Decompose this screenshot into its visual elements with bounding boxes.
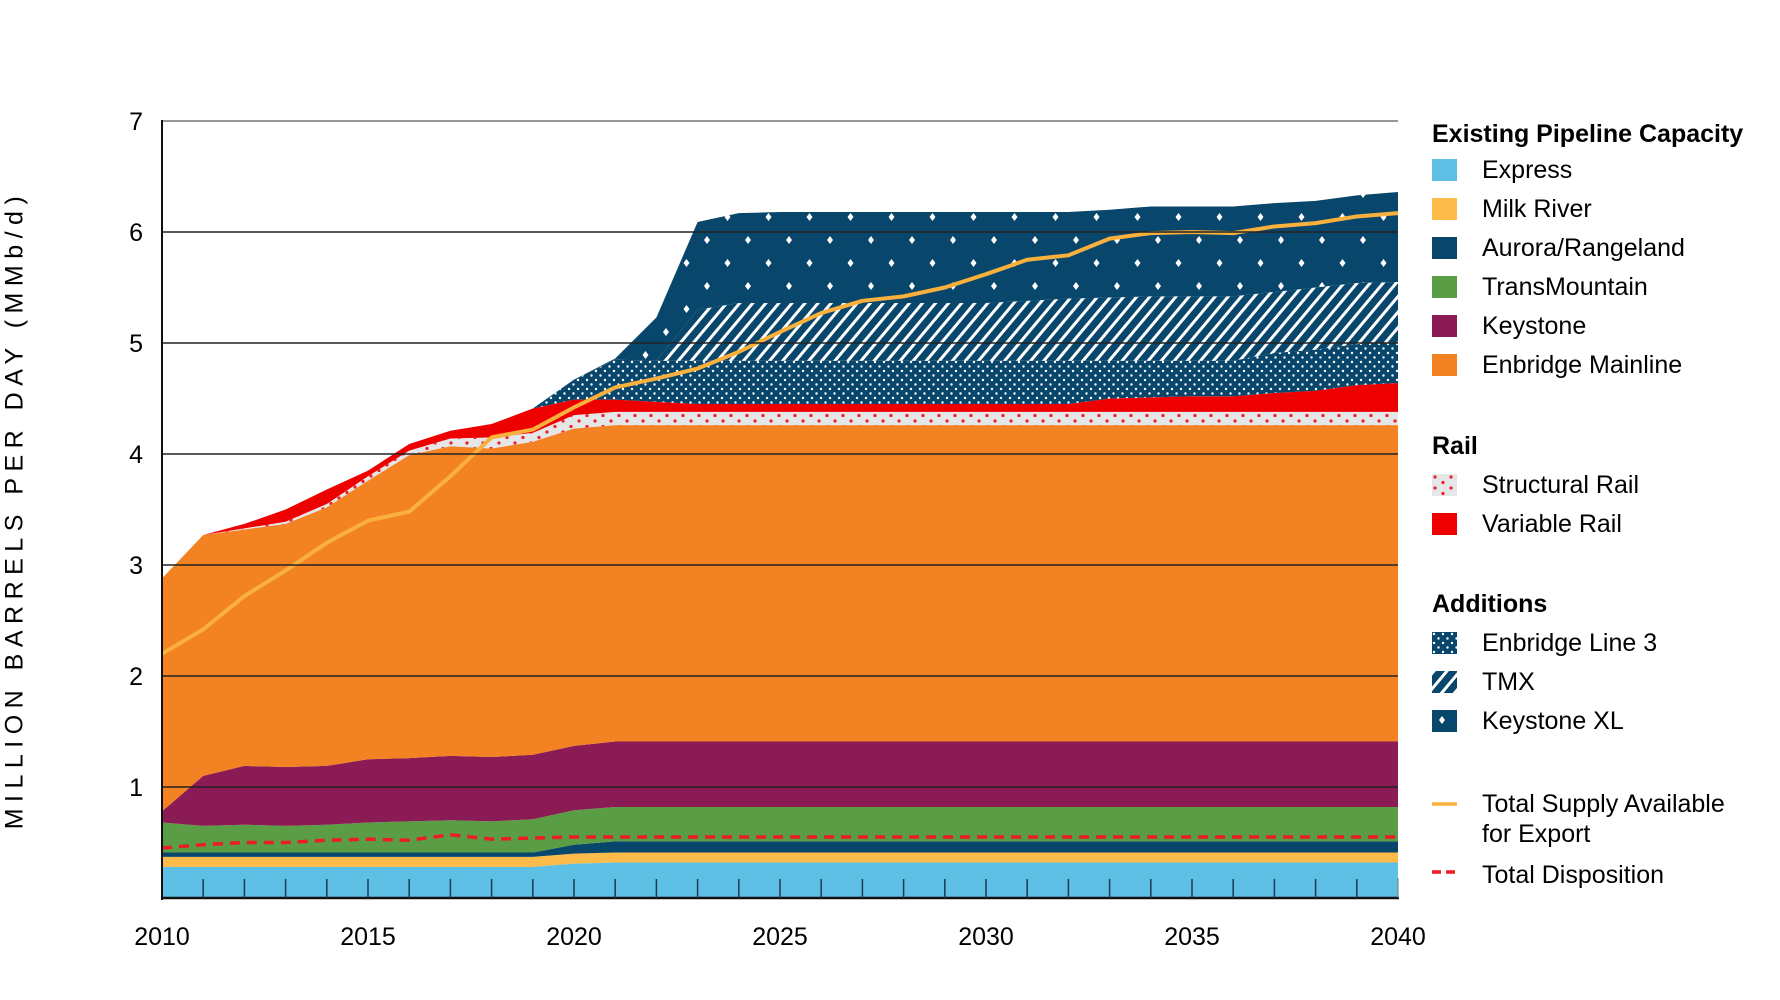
legend-label: Variable Rail [1482, 509, 1622, 538]
legend-group-title: Rail [1432, 432, 1478, 460]
legend-label: Structural Rail [1482, 470, 1639, 499]
area-enbridge-mainline [162, 425, 1398, 812]
axes [161, 120, 1399, 900]
y-tick-label: 6 [129, 219, 143, 247]
legend-swatch [1432, 159, 1457, 181]
legend-swatch [1432, 632, 1457, 654]
legend-item-enbridge-mainline: Enbridge Mainline [1432, 350, 1682, 380]
legend-label: Milk River [1482, 194, 1592, 223]
legend-swatch [1432, 710, 1457, 732]
legend-group-title: Existing Pipeline Capacity [1432, 120, 1744, 148]
y-tick-label: 4 [129, 441, 143, 469]
area-enbridge-line-3 [162, 341, 1398, 579]
legend-swatch [1432, 671, 1457, 693]
legend-label: Keystone XL [1482, 706, 1624, 735]
x-tick-label: 2040 [1370, 923, 1426, 951]
area-series [162, 192, 1398, 898]
y-tick-label: 1 [129, 774, 143, 802]
tick-labels: 2010 2015 2020 2025 2030 2035 2040 1 2 3 4 5 6 7 [129, 108, 1426, 951]
legend-item-keystone: Keystone [1432, 311, 1586, 341]
x-tick-label: 2035 [1164, 923, 1220, 951]
legend-line-swatch [1432, 857, 1457, 894]
area-keystone [162, 741, 1398, 826]
x-tick-label: 2010 [134, 923, 190, 951]
area-variable-rail [162, 382, 1398, 579]
legend-item-total-supply-available-for-export: Total Supply Available for Export [1432, 789, 1725, 849]
legend-label: TransMountain [1482, 272, 1648, 301]
legend-item-variable-rail: Variable Rail [1432, 509, 1622, 539]
legend-item-milk-river: Milk River [1432, 194, 1592, 224]
y-tick-label: 7 [129, 108, 143, 136]
legend-swatch [1432, 513, 1457, 535]
legend-swatch [1432, 474, 1457, 496]
legend-label: Aurora/Rangeland [1482, 233, 1685, 262]
legend-item-transmountain: TransMountain [1432, 272, 1648, 302]
legend-swatch [1432, 315, 1457, 337]
legend-label: Keystone [1482, 311, 1587, 340]
legend-group-title: Additions [1432, 590, 1548, 618]
legend-line-swatch [1432, 789, 1457, 826]
legend-swatch [1432, 354, 1457, 376]
area-aurora-rangeland [162, 841, 1398, 857]
legend-item-enbridge-line-3: Enbridge Line 3 [1432, 628, 1657, 658]
x-tick-label: 2025 [752, 923, 808, 951]
area-tmx [162, 281, 1398, 579]
y-tick-label: 5 [129, 330, 143, 358]
legend-label: TMX [1482, 667, 1535, 696]
y-axis-label: MILLION BARRELS PER DAY (MMb/d) [0, 189, 29, 830]
x-tick-label: 2015 [340, 923, 396, 951]
y-tick-label: 2 [129, 663, 143, 691]
legend-item-tmx: TMX [1432, 667, 1535, 697]
legend-label: Enbridge Mainline [1482, 350, 1683, 379]
area-keystone-xl [162, 192, 1398, 579]
legend-label: Total Disposition [1482, 861, 1665, 889]
line-total-disposition [161, 832, 1398, 850]
legend-item-express: Express [1432, 155, 1572, 185]
legend-swatch [1432, 198, 1457, 220]
area-transmountain [162, 806, 1398, 853]
legend-label: Express [1482, 155, 1573, 184]
legend-swatch [1432, 237, 1457, 259]
legend-label: Total Supply Available for Export [1482, 790, 1725, 848]
y-tick-label: 3 [129, 552, 143, 580]
legend-label: Enbridge Line 3 [1482, 628, 1658, 657]
legend-item-total-disposition: Total Disposition [1432, 860, 1664, 890]
x-tick-label: 2030 [958, 923, 1014, 951]
legend-item-keystone-xl: Keystone XL [1432, 706, 1624, 736]
legend-item-aurora-rangeland: Aurora/Rangeland [1432, 233, 1685, 263]
x-tick-label: 2020 [546, 923, 602, 951]
legend-swatch [1432, 276, 1457, 298]
legend-item-structural-rail: Structural Rail [1432, 470, 1639, 500]
area-milk-river [162, 852, 1398, 867]
